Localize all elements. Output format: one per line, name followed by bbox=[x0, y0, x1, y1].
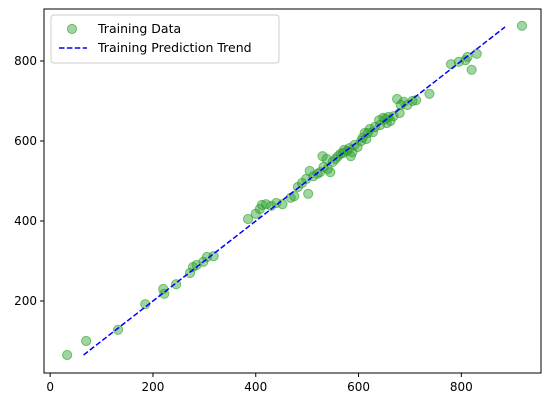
data-point bbox=[208, 251, 219, 262]
data-point bbox=[277, 199, 288, 210]
x-axis: 0 200 400 600 800 bbox=[46, 373, 473, 394]
data-point bbox=[303, 188, 314, 199]
legend-marker-training-data bbox=[66, 23, 78, 35]
x-tick-label: 800 bbox=[450, 380, 473, 394]
trend-line bbox=[83, 26, 506, 356]
data-point bbox=[466, 64, 477, 75]
x-tick-label: 400 bbox=[244, 380, 267, 394]
data-point bbox=[402, 99, 413, 111]
series-layer bbox=[62, 20, 528, 361]
data-point bbox=[81, 335, 92, 347]
legend-label-training-data: Training Data bbox=[97, 21, 181, 36]
y-axis: 200 400 600 800 bbox=[14, 54, 44, 308]
data-point bbox=[325, 167, 336, 178]
data-point bbox=[407, 95, 418, 107]
data-point bbox=[352, 141, 363, 153]
data-point bbox=[388, 111, 399, 122]
legend-label-trend: Training Prediction Trend bbox=[97, 40, 252, 55]
x-tick-label: 600 bbox=[347, 380, 370, 394]
x-tick-label: 200 bbox=[142, 380, 165, 394]
y-tick-label: 200 bbox=[14, 294, 37, 308]
legend-box bbox=[50, 14, 280, 64]
data-point bbox=[289, 191, 300, 202]
data-point bbox=[367, 127, 379, 138]
y-tick-label: 400 bbox=[14, 214, 37, 228]
data-point bbox=[271, 197, 282, 209]
data-point bbox=[424, 88, 435, 99]
data-point bbox=[304, 165, 315, 177]
x-tick-label: 0 bbox=[46, 380, 54, 394]
data-point bbox=[242, 213, 254, 225]
axes-frame bbox=[43, 8, 542, 374]
data-point bbox=[112, 324, 124, 335]
data-point bbox=[62, 349, 73, 361]
data-point bbox=[159, 288, 170, 299]
y-tick-label: 600 bbox=[14, 134, 37, 148]
y-tick-label: 800 bbox=[14, 54, 37, 68]
legend: Training Data Training Prediction Trend bbox=[50, 14, 280, 64]
data-point bbox=[516, 20, 528, 31]
